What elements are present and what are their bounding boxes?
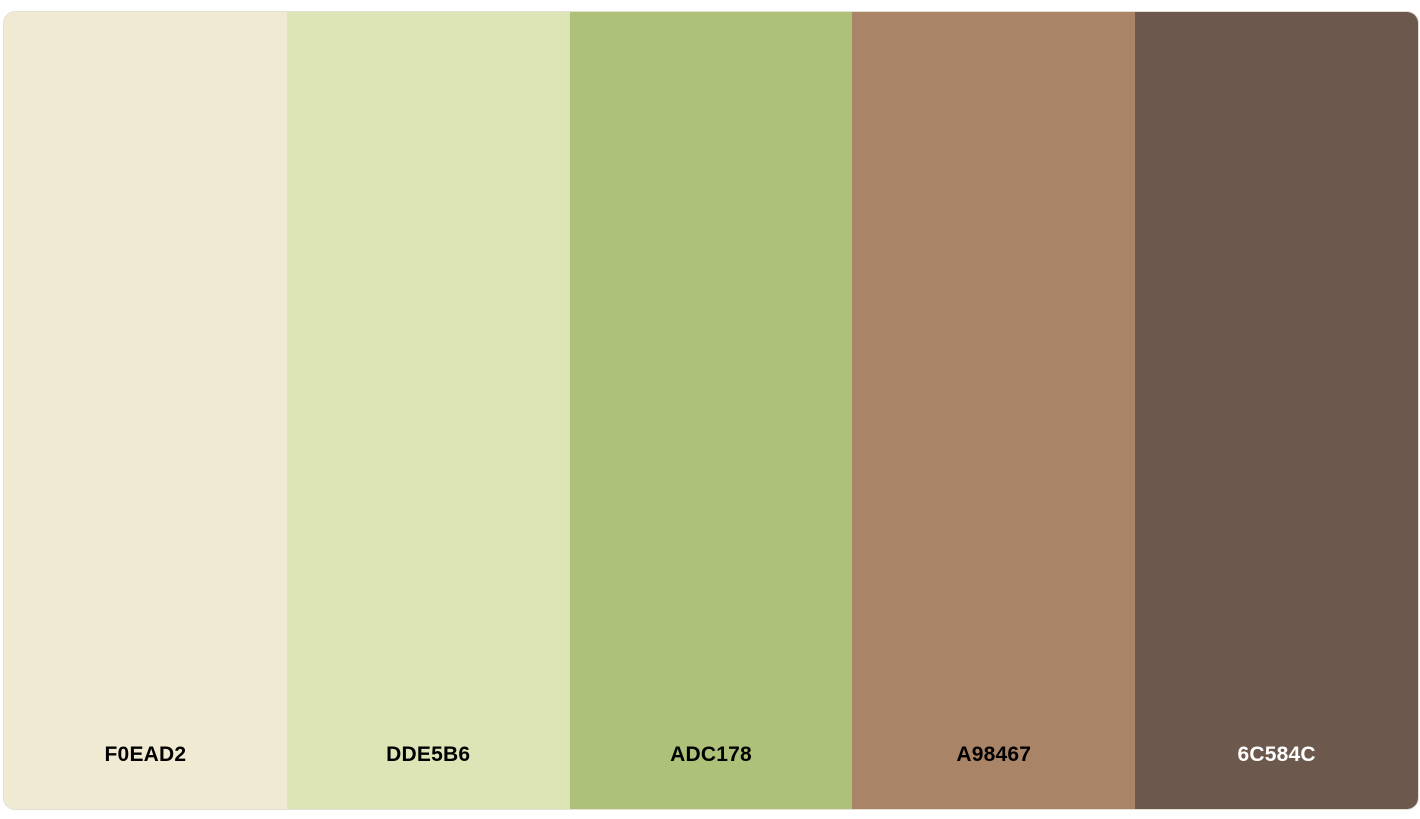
swatch-3[interactable]: ADC178 — [569, 12, 853, 809]
swatch-hex-label[interactable]: DDE5B6 — [386, 743, 471, 766]
swatch-2[interactable]: DDE5B6 — [286, 12, 570, 809]
color-palette: F0EAD2 DDE5B6 ADC178 A98467 6C584C — [3, 11, 1419, 810]
swatch-4[interactable]: A98467 — [852, 12, 1136, 809]
swatch-5[interactable]: 6C584C — [1135, 12, 1418, 809]
swatch-hex-label[interactable]: A98467 — [956, 743, 1032, 766]
swatch-hex-label[interactable]: ADC178 — [670, 743, 752, 766]
swatch-1[interactable]: F0EAD2 — [4, 12, 287, 809]
swatch-hex-label[interactable]: F0EAD2 — [104, 743, 187, 766]
swatch-hex-label[interactable]: 6C584C — [1237, 743, 1316, 766]
